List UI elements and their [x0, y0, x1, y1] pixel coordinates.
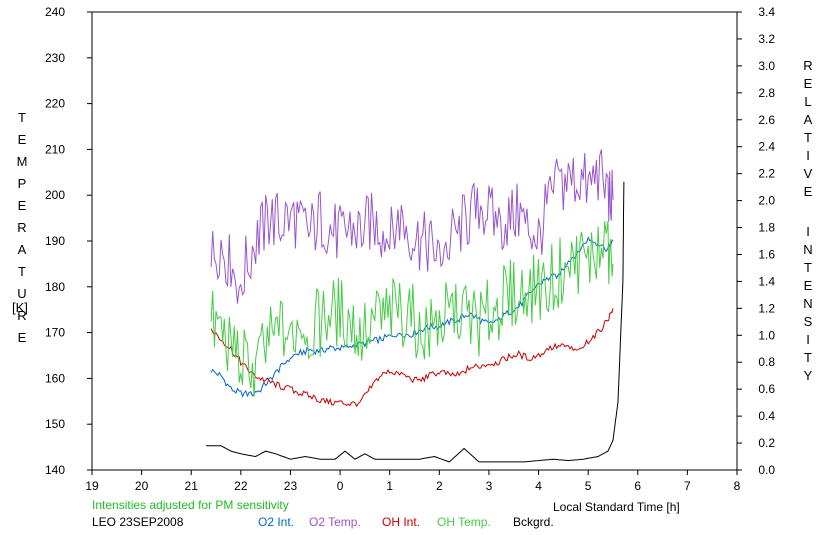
left-tick-label: 170 [45, 326, 65, 340]
note-text: Intensities adjusted for PM sensitivity [92, 498, 289, 512]
right-tick-label: 1.2 [758, 301, 775, 315]
right-axis-letter: E [804, 278, 813, 293]
x-tick-label: 20 [135, 479, 149, 493]
plot-frame [91, 11, 738, 471]
series-line-o2-temp [210, 149, 614, 304]
right-tick-label: 2.8 [758, 86, 775, 100]
right-axis-letter: E [804, 184, 813, 199]
right-axis-letter: N [803, 242, 812, 257]
x-tick-label: 4 [535, 479, 542, 493]
right-axis-letter: T [804, 350, 812, 365]
right-tick-label: 1.8 [758, 221, 775, 235]
legend-item: OH Int. [382, 515, 420, 529]
left-axis-unit: [K] [12, 300, 28, 315]
right-axis-letter: I [806, 148, 810, 163]
right-axis-letter: N [803, 296, 812, 311]
left-tick-label: 210 [45, 142, 65, 156]
right-tick-label: 2.6 [758, 113, 775, 127]
station-label: LEO 23SEP2008 [92, 515, 184, 529]
legend-item: OH Temp. [437, 515, 491, 529]
right-axis-letter: T [804, 130, 812, 145]
x-tick-label: 0 [337, 479, 344, 493]
right-axis-letter: E [804, 76, 813, 91]
right-tick-label: 0.0 [758, 463, 775, 477]
x-tick-label: 23 [284, 479, 298, 493]
series-layer [206, 149, 625, 463]
right-axis-letter: L [804, 94, 811, 109]
right-axis-letter: S [804, 314, 813, 329]
left-axis-letter: U [17, 286, 26, 301]
x-tick-label: 7 [684, 479, 691, 493]
right-tick-label: 2.2 [758, 167, 775, 181]
right-tick-label: 1.0 [758, 328, 775, 342]
left-tick-label: 200 [45, 188, 65, 202]
right-tick-label: 3.0 [758, 59, 775, 73]
legend-item: Bckgrd. [513, 515, 554, 529]
right-axis-letter: T [804, 260, 812, 275]
right-axis-letter: V [804, 166, 813, 181]
left-tick-label: 140 [45, 463, 65, 477]
left-tick-label: 220 [45, 97, 65, 111]
right-tick-label: 3.2 [758, 32, 775, 46]
left-tick-label: 230 [45, 51, 65, 65]
x-tick-label: 8 [734, 479, 741, 493]
left-axis-letter: R [17, 308, 26, 323]
right-axis-letter: Y [804, 368, 813, 383]
left-axis-letter: A [18, 242, 27, 257]
left-tick-label: 190 [45, 234, 65, 248]
right-tick-label: 0.2 [758, 436, 775, 450]
left-tick-label: 160 [45, 371, 65, 385]
x-tick-label: 1 [386, 479, 393, 493]
right-tick-label: 1.6 [758, 247, 775, 261]
x-tick-label: 21 [185, 479, 199, 493]
right-tick-label: 0.8 [758, 355, 775, 369]
right-tick-label: 2.4 [758, 140, 775, 154]
x-tick-label: 5 [585, 479, 592, 493]
right-axis-letter: A [804, 112, 813, 127]
x-tick-label: 19 [85, 479, 99, 493]
right-axis-letter: R [803, 58, 812, 73]
left-axis-letter: T [18, 110, 26, 125]
x-tick-label: 2 [436, 479, 443, 493]
left-axis-letter: P [18, 176, 27, 191]
right-axis: 0.0 0.2 0.4 0.6 0.8 1.0 1.2 1.4 1.6 1.8 2.0 2.2 2.4 2… [737, 5, 775, 477]
right-axis-letter: I [806, 224, 810, 239]
left-tick-label: 240 [45, 5, 65, 19]
right-tick-label: 0.4 [758, 409, 775, 423]
left-axis: 140 150 160 170 180 190 200 210 220 230 240 [45, 5, 92, 477]
left-axis-letter: T [18, 264, 26, 279]
left-axis-letter: M [17, 154, 28, 169]
x-tick-label: 6 [634, 479, 641, 493]
series-line-oh-int [210, 308, 614, 408]
right-axis-letter: I [806, 332, 810, 347]
legend: O2 Int. O2 Temp. OH Int. OH Temp. Bckgrd. [258, 515, 554, 529]
x-tick-label: 3 [486, 479, 493, 493]
right-tick-label: 2.0 [758, 194, 775, 208]
left-axis-letter: E [18, 330, 27, 345]
x-axis: 19 20 21 22 23 0 1 2 3 4 5 6 7 8 [85, 470, 741, 493]
left-axis-letter: R [17, 220, 26, 235]
right-tick-label: 1.4 [758, 274, 775, 288]
right-tick-label: 0.6 [758, 382, 775, 396]
series-line-oh-temp [210, 220, 614, 397]
x-tick-label: 22 [234, 479, 248, 493]
legend-item: O2 Int. [258, 515, 294, 529]
left-axis-letter: E [18, 198, 27, 213]
left-tick-label: 150 [45, 417, 65, 431]
legend-item: O2 Temp. [309, 515, 361, 529]
series-line-bckgrd [206, 181, 625, 463]
left-tick-label: 180 [45, 280, 65, 294]
left-axis-letter: E [18, 132, 27, 147]
right-tick-label: 3.4 [758, 5, 775, 19]
x-axis-label: Local Standard Time [h] [553, 500, 680, 514]
